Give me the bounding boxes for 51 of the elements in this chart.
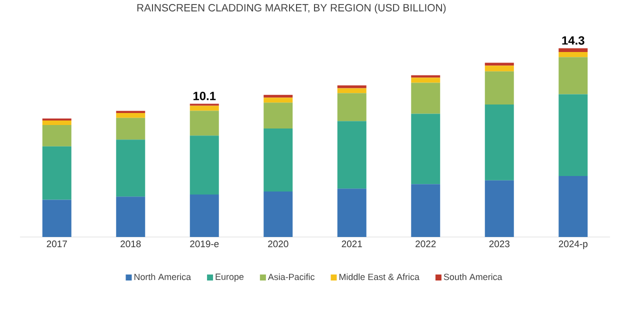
bar <box>42 118 72 121</box>
bar <box>264 192 293 237</box>
x-tick-label: 2020 <box>268 240 288 248</box>
bar <box>116 140 146 197</box>
bar <box>190 136 219 195</box>
x-tick-label: 2017 <box>46 240 67 248</box>
bar <box>411 75 440 78</box>
bar <box>42 125 72 146</box>
bar <box>116 196 146 237</box>
bar <box>558 94 588 176</box>
x-tick-label: 2023 <box>489 240 510 248</box>
bar <box>484 104 514 180</box>
bar <box>337 93 366 122</box>
bar <box>116 118 146 140</box>
bar <box>558 57 588 94</box>
bar <box>42 146 72 200</box>
bar <box>411 82 440 114</box>
bar <box>190 110 219 136</box>
bar <box>558 176 588 237</box>
bar <box>190 194 219 237</box>
bar <box>264 128 293 192</box>
bar <box>484 180 514 237</box>
bar <box>337 88 366 94</box>
bar <box>116 112 146 118</box>
legend-label: Europe <box>216 274 244 282</box>
annotation: 14.3 <box>562 36 584 45</box>
x-tick-label: 2019-e <box>190 240 219 248</box>
bar <box>264 102 293 128</box>
legend-label: Asia-Pacific <box>268 274 315 280</box>
x-tick-label: 2022 <box>416 240 436 248</box>
x-tick-label: 2021 <box>342 240 362 248</box>
bar <box>337 188 366 237</box>
bar <box>337 121 366 189</box>
bar <box>411 184 440 237</box>
annotation: 10.1 <box>193 92 216 100</box>
legend-label: South America <box>444 274 502 280</box>
bar <box>264 98 293 103</box>
bar <box>558 52 588 58</box>
bar <box>558 48 588 52</box>
bar <box>42 200 72 237</box>
legend-label: North America <box>134 274 192 280</box>
bar <box>484 71 514 104</box>
x-tick-label: 2024-p <box>558 240 588 250</box>
bar <box>411 78 440 83</box>
bar <box>190 106 219 111</box>
bar <box>42 120 72 126</box>
x-tick-label: 2018 <box>120 240 141 248</box>
bar <box>484 66 514 72</box>
legend-label: Middle East & Africa <box>339 274 420 280</box>
bar <box>411 114 440 184</box>
chart-title: RAINSCREEN CLADDING MARKET, BY REGION (USD BILLION) <box>137 4 446 14</box>
